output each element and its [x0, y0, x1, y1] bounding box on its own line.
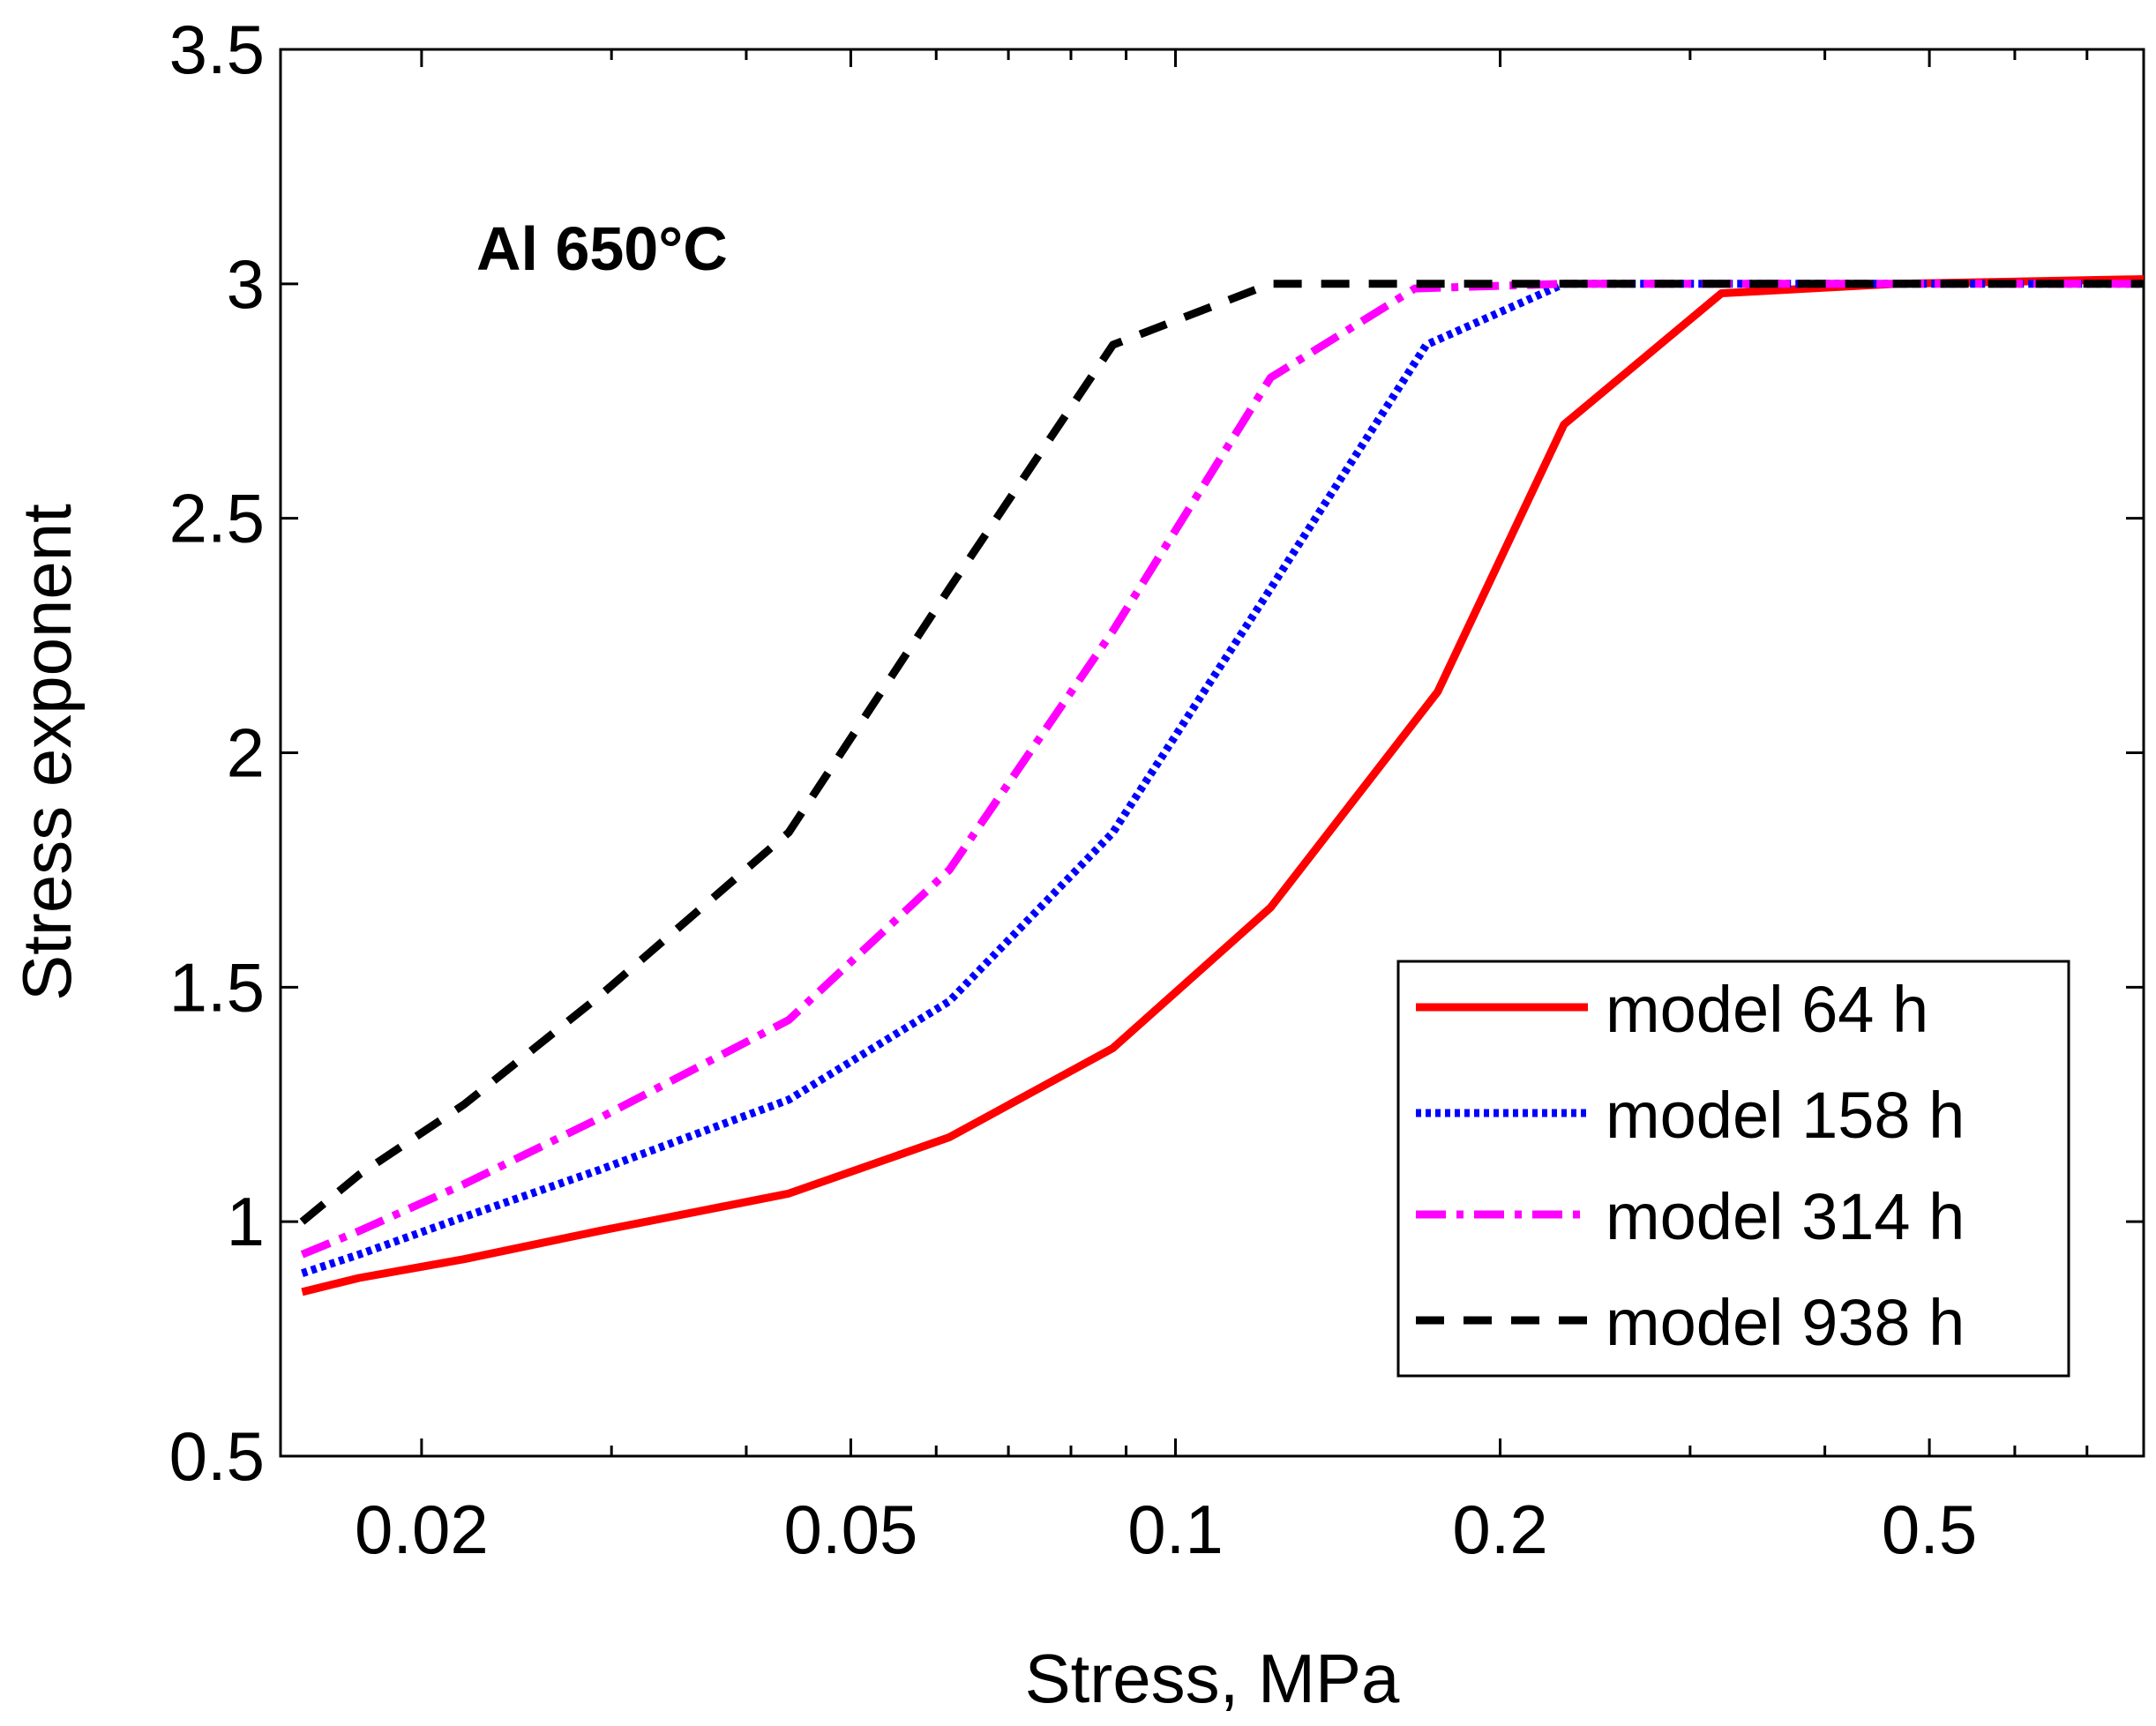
y-tick-label: 3 — [227, 245, 265, 323]
y-tick-label: 1 — [227, 1183, 265, 1260]
legend-label: model 64 h — [1606, 973, 1928, 1046]
annotation-label: Al 650°C — [476, 214, 728, 283]
legend-label: model 158 h — [1606, 1079, 1965, 1152]
series-line-model-938-h — [299, 280, 2144, 1225]
legend: model 64 h model 158 h model 314 h model 93… — [1396, 960, 2070, 1378]
x-tick-label: 0.2 — [1452, 1491, 1547, 1568]
series-line-model-314-h — [300, 280, 2144, 1259]
legend-box — [1396, 960, 2070, 1378]
series-layer — [299, 275, 2145, 1296]
y-tick-label: 2 — [227, 714, 265, 792]
x-tick-label: 0.5 — [1882, 1491, 1977, 1568]
y-tick-label: 1.5 — [169, 948, 265, 1026]
y-tick-label: 2.5 — [169, 480, 265, 557]
tick-marks — [281, 48, 2144, 1458]
legend-label: model 938 h — [1606, 1286, 1965, 1359]
y-tick-labels: 0.5 1 1.5 2 2.5 3 3.5 — [169, 11, 265, 1495]
y-tick-label: 3.5 — [169, 11, 265, 88]
x-tick-label: 0.05 — [784, 1491, 918, 1568]
y-axis-label: Stress exponent — [8, 504, 86, 1001]
x-tick-labels: 0.02 0.05 0.1 0.2 0.5 — [355, 1491, 1977, 1568]
series-line-model-64-h — [301, 275, 2145, 1296]
x-tick-label: 0.1 — [1127, 1491, 1223, 1568]
legend-label: model 314 h — [1606, 1180, 1965, 1253]
x-tick-label: 0.02 — [355, 1491, 489, 1568]
x-axis-label: Stress, MPa — [1025, 1640, 1400, 1717]
y-tick-label: 0.5 — [169, 1417, 265, 1495]
